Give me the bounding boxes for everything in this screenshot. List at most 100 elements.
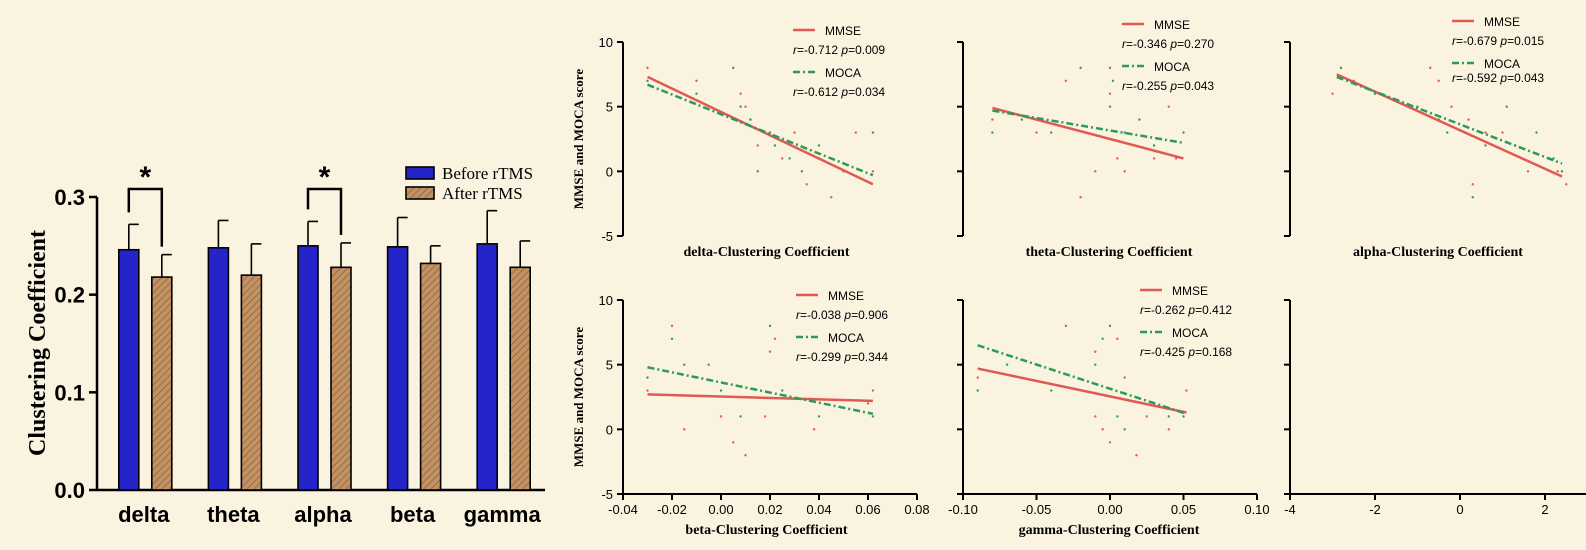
bar-after-beta bbox=[419, 262, 442, 491]
mmse-point bbox=[744, 105, 747, 108]
significance-bracket bbox=[127, 187, 164, 247]
mmse-point bbox=[1101, 428, 1104, 431]
x-tick-label: 0.00 bbox=[708, 502, 733, 517]
mmse-point bbox=[854, 131, 857, 134]
moca-point bbox=[1123, 131, 1126, 134]
mmse-point bbox=[1123, 170, 1126, 173]
moca-point bbox=[1471, 196, 1474, 199]
moca-stats: r=-0.425 p=0.168 bbox=[1140, 345, 1232, 359]
scatter-panel-s6: -4 -2 0 2 bbox=[1284, 299, 1586, 517]
x-tick-label: -0.10 bbox=[948, 502, 978, 517]
mmse-stats: r=-0.346 p=0.270 bbox=[1122, 37, 1214, 51]
moca-point bbox=[756, 170, 759, 173]
moca-point bbox=[1167, 415, 1171, 418]
scatter-panel-s1: -5 0 5 10 MMSE and MOCA score delta-Clusterin… bbox=[571, 24, 885, 260]
y-tick-label: 10 bbox=[599, 293, 613, 308]
legend-label: Before rTMS bbox=[442, 164, 533, 183]
mmse-point bbox=[1116, 157, 1119, 160]
y-tick-label: 5 bbox=[606, 358, 613, 373]
bar-before-alpha bbox=[297, 245, 319, 491]
mmse-point bbox=[1565, 183, 1568, 186]
significance-bracket bbox=[306, 187, 343, 235]
bar-before-gamma bbox=[476, 243, 499, 491]
x-tick-label: theta bbox=[207, 502, 260, 527]
mmse-point bbox=[646, 66, 649, 70]
mmse-point bbox=[1116, 337, 1119, 340]
x-tick-label: delta bbox=[118, 502, 170, 527]
moca-regression-line bbox=[647, 366, 874, 416]
moca-point bbox=[817, 144, 821, 147]
mmse-point bbox=[1094, 415, 1097, 418]
mmse-point bbox=[1108, 441, 1112, 444]
moca-point bbox=[871, 415, 875, 418]
moca-regression-line bbox=[647, 83, 874, 177]
mmse-point bbox=[1331, 92, 1334, 95]
moca-regression-line bbox=[1336, 75, 1563, 165]
scatter-panel-s4: -5 0 5 10 MMSE and MOCA score -0.04 -0.02 0.00 0… bbox=[571, 289, 930, 538]
legend-swatch bbox=[405, 186, 435, 200]
moca-point bbox=[739, 105, 742, 108]
moca-point bbox=[749, 118, 752, 121]
mmse-stats: r=-0.712 p=0.009 bbox=[793, 43, 885, 57]
mmse-point bbox=[1145, 415, 1148, 418]
moca-stats: r=-0.299 p=0.344 bbox=[796, 350, 888, 364]
mmse-point bbox=[976, 376, 979, 379]
y-tick-label: 0.2 bbox=[54, 283, 85, 308]
moca-stats: r=-0.592 p=0.043 bbox=[1452, 71, 1544, 85]
bar-before-theta bbox=[207, 246, 230, 491]
mmse-regression-line bbox=[992, 106, 1184, 160]
x-axis-label: alpha-Clustering Coefficient bbox=[1353, 245, 1523, 260]
mmse-regression-line bbox=[647, 393, 873, 403]
x-tick-label: -2 bbox=[1369, 502, 1381, 517]
x-tick-label: beta bbox=[390, 502, 436, 527]
mmse-point bbox=[695, 79, 698, 83]
moca-point bbox=[781, 389, 784, 392]
moca-point bbox=[773, 144, 777, 147]
scatter-panel-s2: theta-Clustering Coefficient MMSE r=-0.346… bbox=[957, 18, 1214, 260]
x-tick-label: -4 bbox=[1284, 502, 1296, 517]
moca-point bbox=[1050, 389, 1053, 392]
mmse-point bbox=[1108, 92, 1112, 95]
legend-swatch bbox=[405, 166, 435, 180]
mmse-point bbox=[1484, 131, 1487, 134]
mmse-legend-label: MMSE bbox=[1172, 284, 1208, 298]
mmse-point bbox=[719, 415, 723, 418]
bar-before-delta bbox=[118, 248, 140, 491]
moca-point bbox=[1484, 144, 1487, 147]
mmse-point bbox=[1185, 389, 1188, 392]
moca-point bbox=[1560, 170, 1564, 173]
y-tick-label: 0.0 bbox=[54, 478, 85, 503]
moca-point bbox=[976, 389, 979, 392]
moca-point bbox=[1535, 131, 1538, 134]
mmse-point bbox=[1526, 170, 1530, 173]
moca-stats: r=-0.612 p=0.034 bbox=[793, 85, 885, 99]
bar-after-delta bbox=[151, 276, 173, 491]
mmse-point bbox=[1152, 157, 1156, 160]
x-axis-label: gamma-Clustering Coefficient bbox=[1019, 523, 1200, 538]
mmse-point bbox=[793, 131, 796, 134]
x-tick-label: 0.00 bbox=[1097, 502, 1122, 517]
x-tick-label: 0.06 bbox=[855, 502, 880, 517]
y-axis-label: MMSE and MOCA score bbox=[571, 69, 586, 209]
mmse-point bbox=[732, 441, 735, 444]
moca-point bbox=[719, 389, 723, 392]
moca-point bbox=[1111, 79, 1115, 83]
mmse-point bbox=[1123, 376, 1126, 379]
moca-point bbox=[1020, 118, 1023, 121]
moca-point bbox=[1505, 105, 1508, 108]
mmse-point bbox=[1429, 66, 1432, 70]
moca-point bbox=[1094, 363, 1097, 366]
mmse-point bbox=[1135, 454, 1138, 457]
mmse-point bbox=[1467, 118, 1470, 121]
x-tick-label: 0.08 bbox=[904, 502, 929, 517]
moca-point bbox=[695, 92, 698, 95]
bar-after-alpha bbox=[330, 266, 352, 491]
moca-point bbox=[1182, 415, 1185, 418]
mmse-stats: r=-0.262 p=0.412 bbox=[1140, 303, 1232, 317]
mmse-point bbox=[1094, 350, 1097, 353]
mmse-point bbox=[830, 196, 833, 199]
moca-point bbox=[707, 363, 710, 366]
moca-point bbox=[646, 376, 649, 379]
